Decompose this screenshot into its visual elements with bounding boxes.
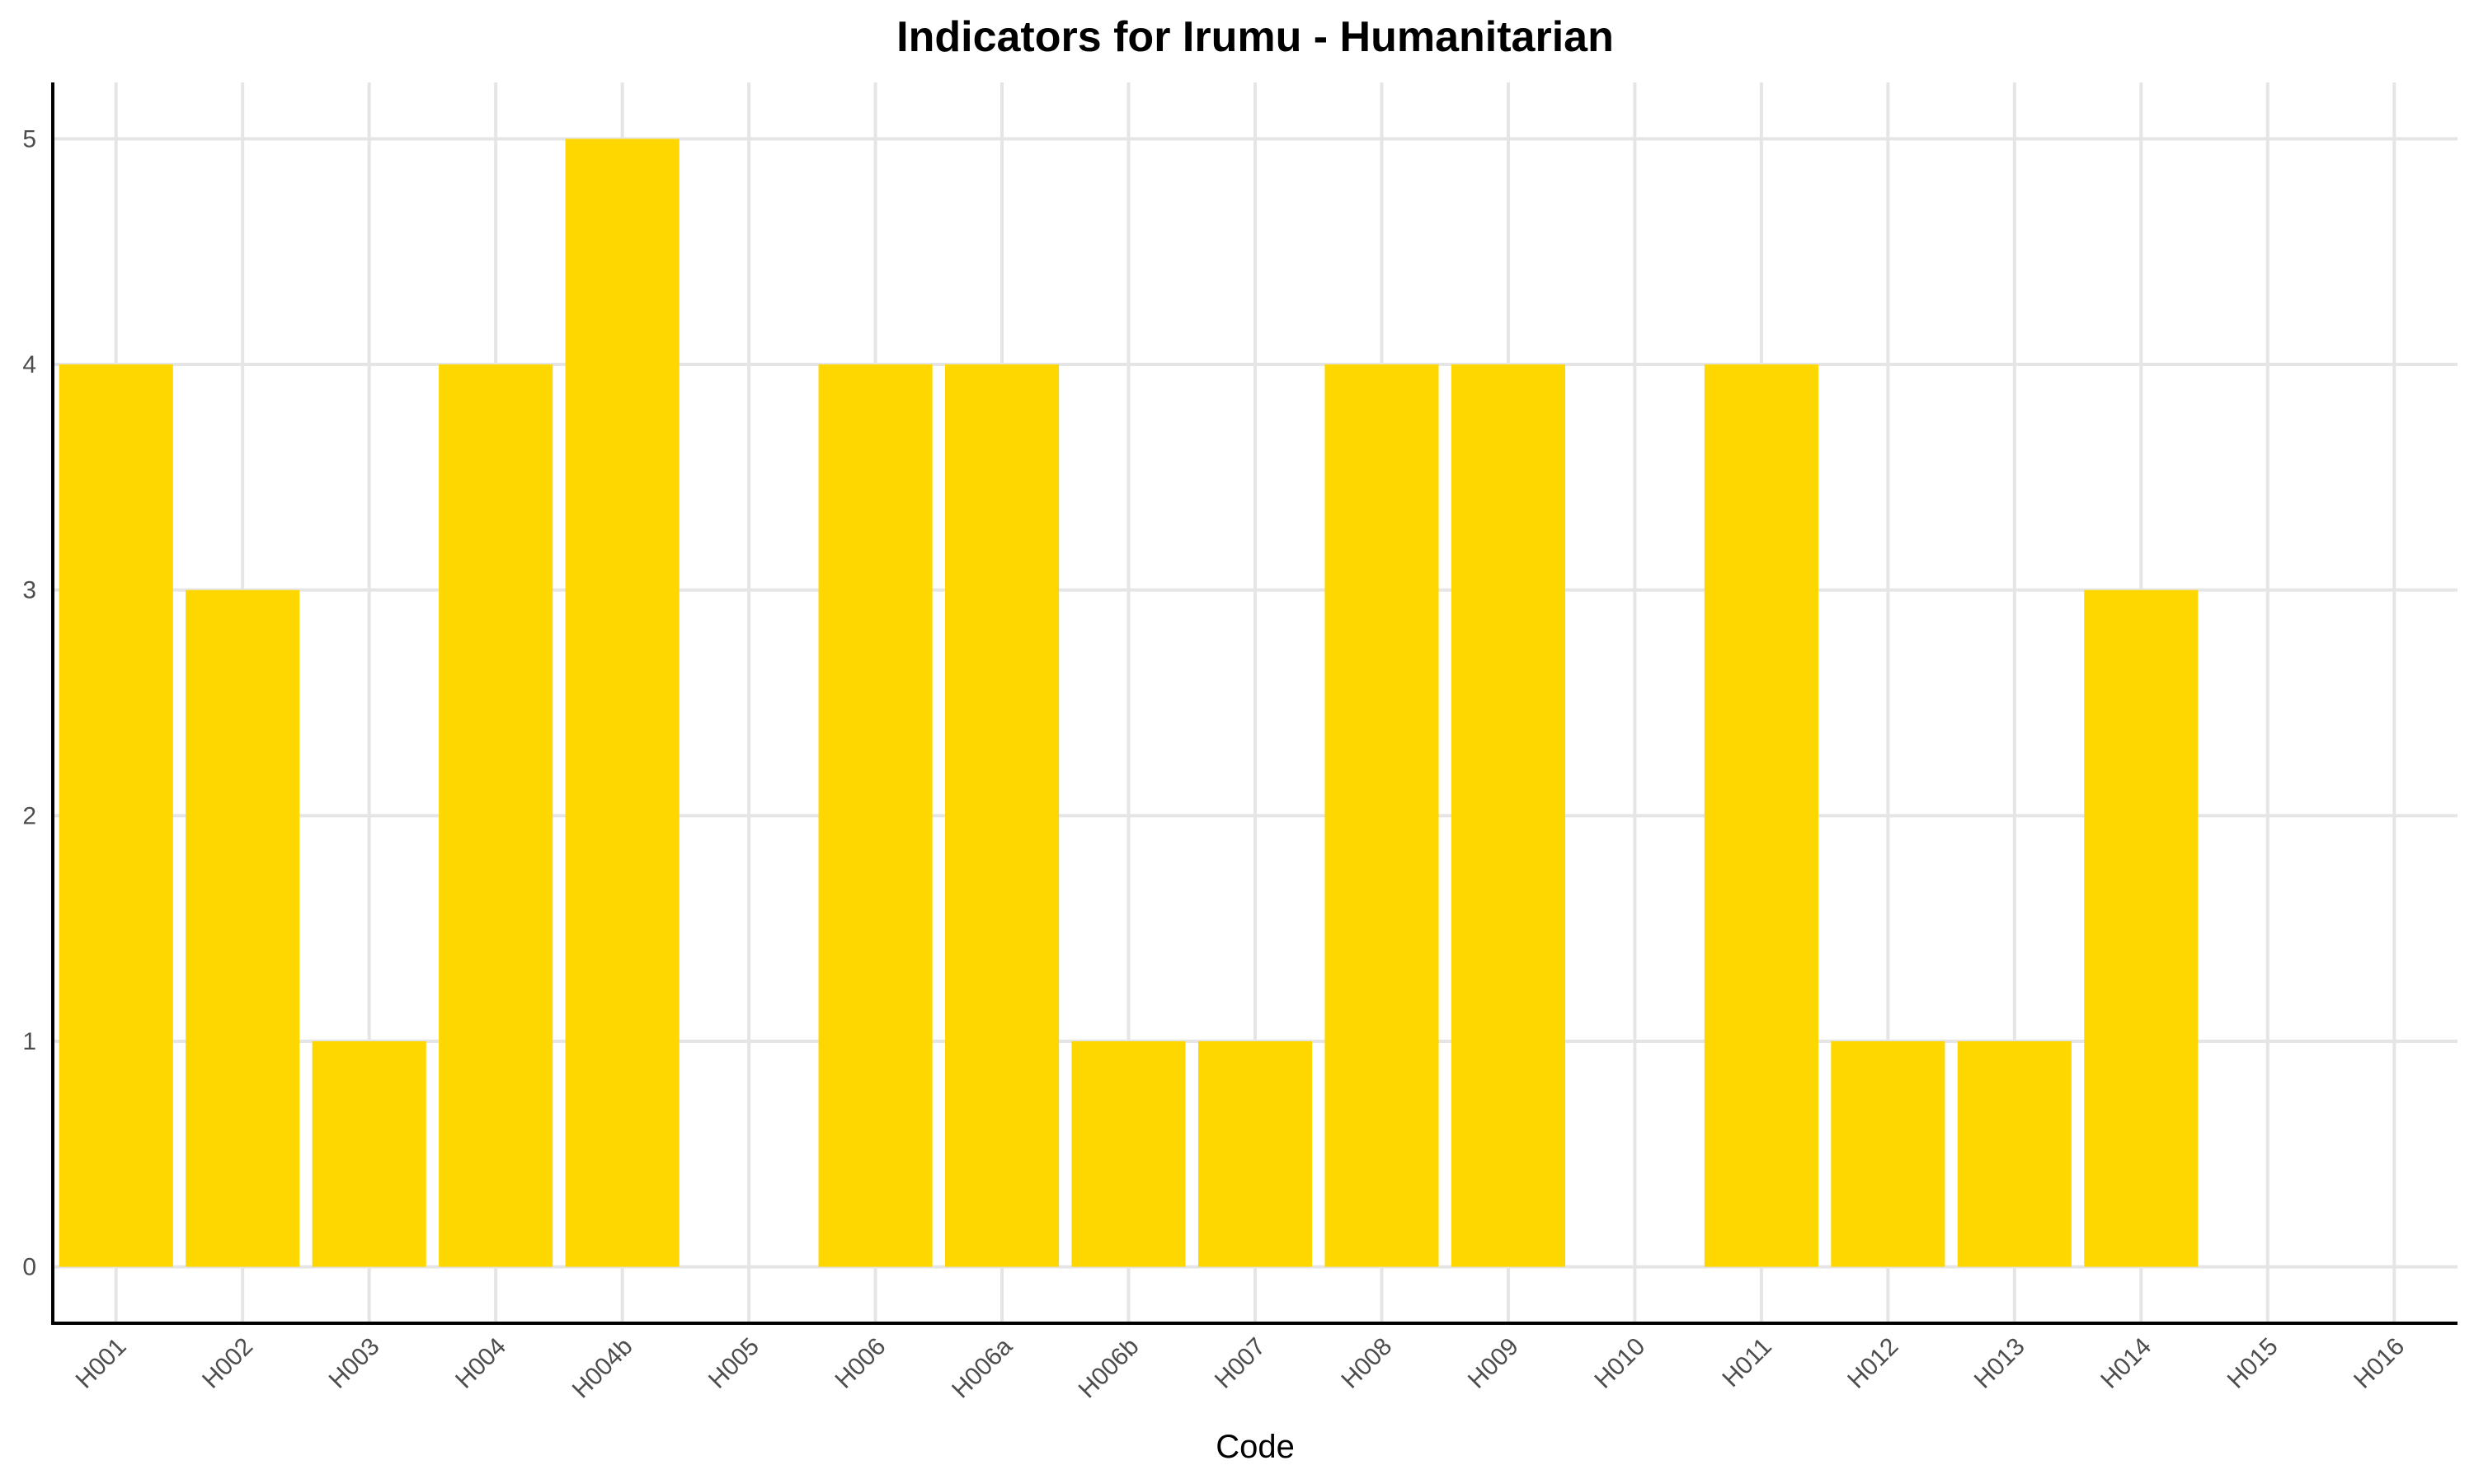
x-tick-label: H005 — [703, 1333, 764, 1394]
y-tick-label: 2 — [22, 802, 36, 829]
bar-h013 — [1957, 1040, 2072, 1267]
x-tick-label: H006 — [830, 1333, 891, 1394]
y-tick-label: 4 — [22, 351, 36, 378]
x-tick-label: H001 — [71, 1333, 132, 1394]
x-tick-label: H010 — [1589, 1333, 1650, 1394]
x-tick-label: H002 — [197, 1333, 258, 1394]
bar-h006 — [818, 364, 933, 1267]
bar-h012 — [1831, 1040, 1945, 1267]
x-tick-label: H011 — [1717, 1333, 1776, 1392]
bar-h011 — [1704, 364, 1818, 1267]
x-tick-label: H014 — [2095, 1333, 2157, 1394]
y-tick-label: 5 — [22, 125, 36, 153]
x-axis-label: Code — [1216, 1429, 1295, 1465]
x-tick-label: H006a — [947, 1332, 1018, 1403]
bar-h004 — [439, 364, 553, 1267]
bar-h009 — [1451, 364, 1566, 1267]
x-tick-label: H007 — [1210, 1333, 1271, 1394]
bar-h014 — [2084, 589, 2199, 1267]
x-tick-label: H006b — [1074, 1333, 1145, 1404]
bar-h001 — [59, 364, 173, 1267]
x-tick-label: H012 — [1842, 1333, 1903, 1394]
axes — [51, 82, 2458, 1325]
bar-h002 — [186, 589, 300, 1267]
y-tick-label: 0 — [22, 1254, 36, 1281]
bar-h008 — [1324, 364, 1439, 1267]
chart-title: Indicators for Irumu - Humanitarian — [896, 13, 1614, 61]
x-tick-label: H009 — [1463, 1333, 1524, 1394]
y-tick-label: 3 — [22, 577, 36, 604]
bar-h004b — [565, 139, 680, 1267]
bar-h006b — [1071, 1040, 1186, 1267]
x-tick-label: H015 — [2222, 1333, 2284, 1394]
x-tick-label: H008 — [1336, 1333, 1397, 1394]
x-tick-label: H004 — [450, 1333, 511, 1394]
bar-h006a — [944, 364, 1060, 1267]
x-tick-label: H004b — [567, 1333, 638, 1404]
bars — [59, 139, 2199, 1267]
x-tick-label: H003 — [324, 1333, 385, 1394]
x-tick-label: H013 — [1969, 1333, 2030, 1394]
y-tick-label: 1 — [22, 1028, 36, 1055]
x-tick-label: H016 — [2349, 1333, 2410, 1394]
bar-h003 — [312, 1040, 426, 1267]
bar-h007 — [1197, 1040, 1313, 1267]
